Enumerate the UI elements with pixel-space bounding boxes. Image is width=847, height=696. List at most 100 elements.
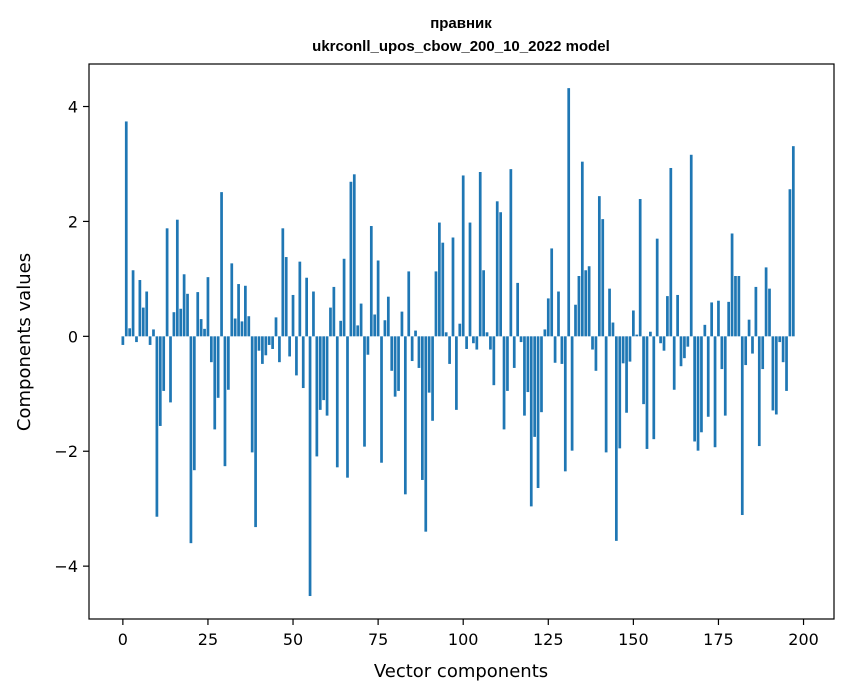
bar-60 [325,336,329,416]
bar-75 [376,260,380,337]
bar-131 [567,88,571,337]
bar-165 [683,336,686,359]
bar-14 [169,336,172,403]
bar-32 [230,263,234,337]
bar-21 [192,336,196,471]
bar-25 [206,277,210,337]
bar-167 [689,154,693,337]
bar-157 [655,238,659,337]
bar-96 [448,336,451,364]
bar-11 [158,336,162,426]
bar-27 [213,336,217,430]
bar-158 [659,336,662,344]
x-tick-label: 75 [368,630,388,649]
bar-49 [288,336,291,357]
bar-7 [145,291,149,337]
bar-106 [482,270,485,337]
bar-146 [618,336,622,449]
bar-95 [444,332,448,337]
bar-0 [121,336,125,345]
bar-34 [237,284,240,337]
bar-98 [455,336,458,410]
bar-149 [628,336,632,362]
bar-40 [257,336,261,351]
bar-71 [363,336,366,447]
bar-64 [339,320,343,337]
bar-109 [492,336,496,386]
bar-108 [489,336,492,350]
bar-8 [148,336,152,345]
bar-65 [342,258,346,337]
bar-129 [560,336,564,364]
bar-166 [686,336,690,347]
bar-22 [196,292,200,337]
x-tick-label: 200 [788,630,819,649]
bar-82 [400,311,404,337]
bar-161 [669,167,673,337]
bar-172 [706,336,710,417]
bar-118 [523,336,526,416]
x-tick-label: 125 [533,630,564,649]
bar-45 [274,317,278,337]
bars-group [121,88,795,597]
bar-46 [278,336,281,363]
bar-143 [608,288,611,337]
bar-77 [383,320,387,337]
bar-53 [301,336,305,389]
bar-154 [645,336,649,449]
bar-99 [458,323,462,337]
bar-183 [744,336,748,366]
bar-171 [703,324,707,337]
x-tick-label: 0 [118,630,128,649]
bar-93 [438,222,441,337]
bar-84 [407,271,411,337]
bar-4 [135,336,138,343]
bar-164 [679,336,683,367]
bar-127 [553,336,557,363]
bar-128 [557,291,560,337]
bar-186 [754,286,758,337]
bar-160 [666,296,669,337]
bar-168 [693,336,696,442]
bar-44 [271,336,274,349]
x-axis-label: Vector components [374,661,548,682]
bar-92 [434,271,438,337]
bar-145 [614,336,618,541]
bar-188 [761,336,765,370]
bar-112 [502,336,506,430]
bar-173 [710,302,714,337]
bar-140 [597,196,601,337]
bar-29 [220,192,223,337]
bar-132 [570,336,574,451]
bar-54 [305,277,308,337]
x-tick-label: 25 [198,630,218,649]
bar-70 [359,303,363,337]
bar-67 [349,181,353,337]
y-tick-label: −4 [54,557,78,576]
bar-124 [543,329,547,337]
bar-130 [563,336,567,472]
bar-5 [138,280,142,337]
bar-74 [373,314,377,337]
bar-56 [312,291,315,337]
bar-33 [233,318,237,337]
bar-63 [335,336,339,468]
bar-136 [584,270,588,337]
y-axis-ticks: −4 −2 0 2 4 [54,98,89,576]
bar-104 [475,336,479,350]
bar-102 [468,222,472,337]
bar-121 [533,336,537,437]
y-tick-label: 2 [68,212,78,231]
bar-125 [546,298,550,337]
bar-107 [485,332,489,337]
bar-83 [403,336,407,495]
bar-47 [281,228,285,337]
bar-78 [386,296,390,337]
bar-191 [771,336,775,411]
x-tick-label: 100 [448,630,479,649]
bar-151 [635,334,639,337]
bar-114 [509,169,513,337]
bar-28 [216,336,220,398]
bar-134 [577,276,581,337]
bar-13 [165,228,169,337]
